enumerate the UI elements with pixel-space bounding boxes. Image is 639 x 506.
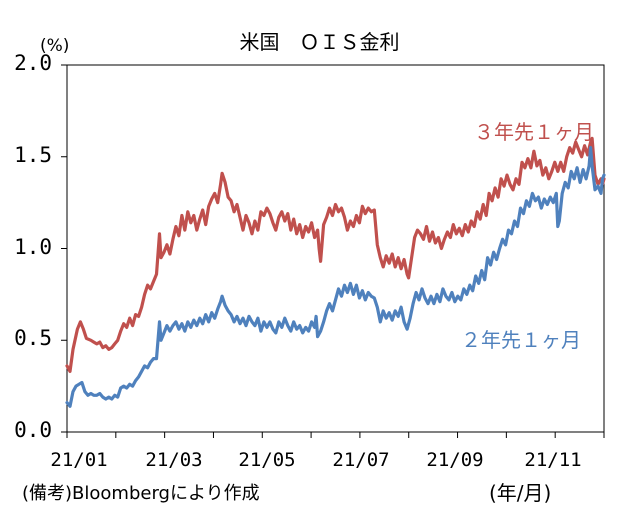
y-tick-label: 1.0	[14, 234, 52, 259]
x-tick-label: 21/07	[332, 449, 390, 471]
series-line-3y	[65, 136, 606, 373]
y-tick-label: 1.5	[14, 142, 52, 167]
x-tick-label: 21/09	[426, 449, 484, 471]
chart-title: 米国 ＯＩＳ金利	[239, 30, 400, 54]
y-axis-unit-label: (%)	[40, 36, 70, 56]
series-group	[65, 136, 606, 408]
y-tick-label: 2.0	[14, 51, 52, 75]
x-tick-marks	[66, 432, 605, 438]
series-label-3y: ３年先１ヶ月	[474, 120, 594, 144]
source-note: (備考)Bloombergにより作成	[22, 483, 260, 504]
x-tick-label: 21/03	[145, 449, 203, 471]
x-axis-unit-label: (年/月)	[489, 481, 552, 505]
x-tick-label: 21/01	[50, 449, 108, 471]
y-tick-marks	[61, 64, 67, 433]
series-label-2y: ２年先１ヶ月	[461, 328, 581, 352]
y-tick-label: 0.0	[14, 418, 52, 442]
x-tick-label: 21/05	[238, 449, 296, 471]
series-line-2y	[65, 146, 606, 408]
x-tick-label: 21/11	[524, 449, 582, 471]
y-tick-label: 0.5	[14, 326, 52, 351]
